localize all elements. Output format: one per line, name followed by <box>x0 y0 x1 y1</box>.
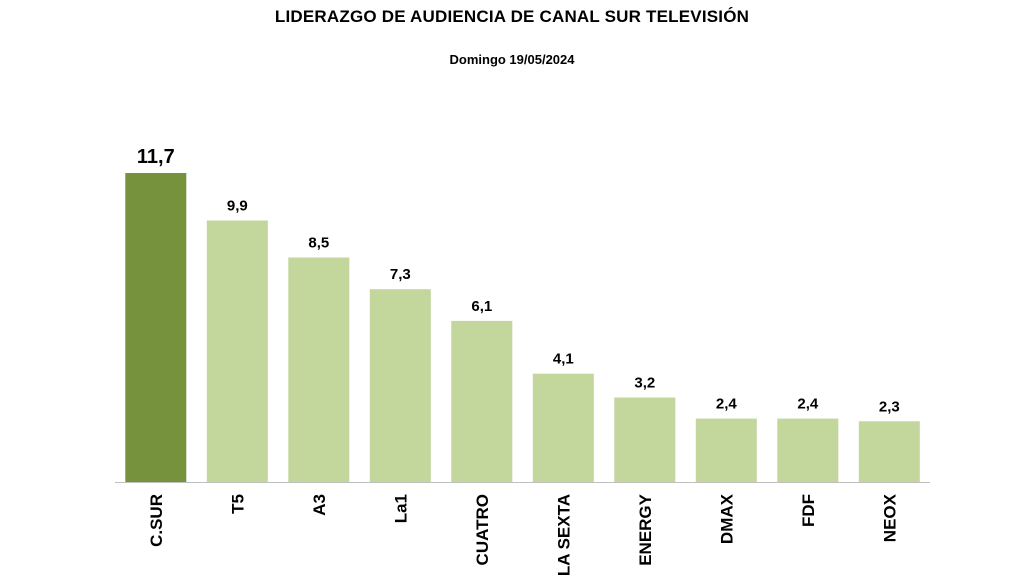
tick-label-a3: A3 <box>310 494 329 516</box>
tick-label-dmax: DMAX <box>717 493 736 544</box>
bar-la-sexta <box>532 373 594 482</box>
chart-title: LIDERAZGO DE AUDIENCIA DE CANAL SUR TELE… <box>274 7 750 26</box>
value-label-t5: 9,9 <box>227 198 248 215</box>
tick-label-energy: ENERGY <box>636 493 655 565</box>
value-labels-group: 11,7 9,9 8,5 7,3 6,1 4,1 3,2 2,4 2,4 2,3 <box>137 146 900 415</box>
value-label-dmax: 2,4 <box>716 396 738 413</box>
tick-label-la1: La1 <box>391 494 410 523</box>
bar-neox <box>858 421 920 482</box>
bar-c-sur <box>125 173 187 482</box>
value-label-la1: 7,3 <box>390 266 411 283</box>
bar-dmax <box>695 418 757 482</box>
value-label-fdf: 2,4 <box>797 396 819 413</box>
tick-labels-group: C.SUR T5 A3 La1 CUATRO LA SEXTA ENERGY DMAX FDF N… <box>147 493 899 576</box>
tick-label-cuatro: CUATRO <box>473 494 492 565</box>
value-label-a3: 8,5 <box>308 235 329 252</box>
bar-fdf <box>777 418 839 482</box>
value-label-c-sur: 11,7 <box>137 146 175 168</box>
value-label-energy: 3,2 <box>634 375 655 392</box>
bar-la1 <box>369 289 431 482</box>
value-label-cuatro: 6,1 <box>471 298 492 315</box>
bar-energy <box>614 397 676 482</box>
tick-label-fdf: FDF <box>799 494 818 527</box>
bar-cuatro <box>451 320 513 482</box>
value-label-la-sexta: 4,1 <box>553 351 574 368</box>
bar-t5 <box>206 220 268 482</box>
bars-group <box>125 173 920 482</box>
tick-label-la-sexta: LA SEXTA <box>554 494 573 576</box>
bar-a3 <box>288 257 350 482</box>
tick-label-t5: T5 <box>228 494 247 514</box>
tick-label-neox: NEOX <box>880 493 899 542</box>
chart-subtitle: Domingo 19/05/2024 <box>449 52 575 67</box>
value-label-neox: 2,3 <box>879 398 900 415</box>
tick-label-c-sur: C.SUR <box>147 494 166 547</box>
